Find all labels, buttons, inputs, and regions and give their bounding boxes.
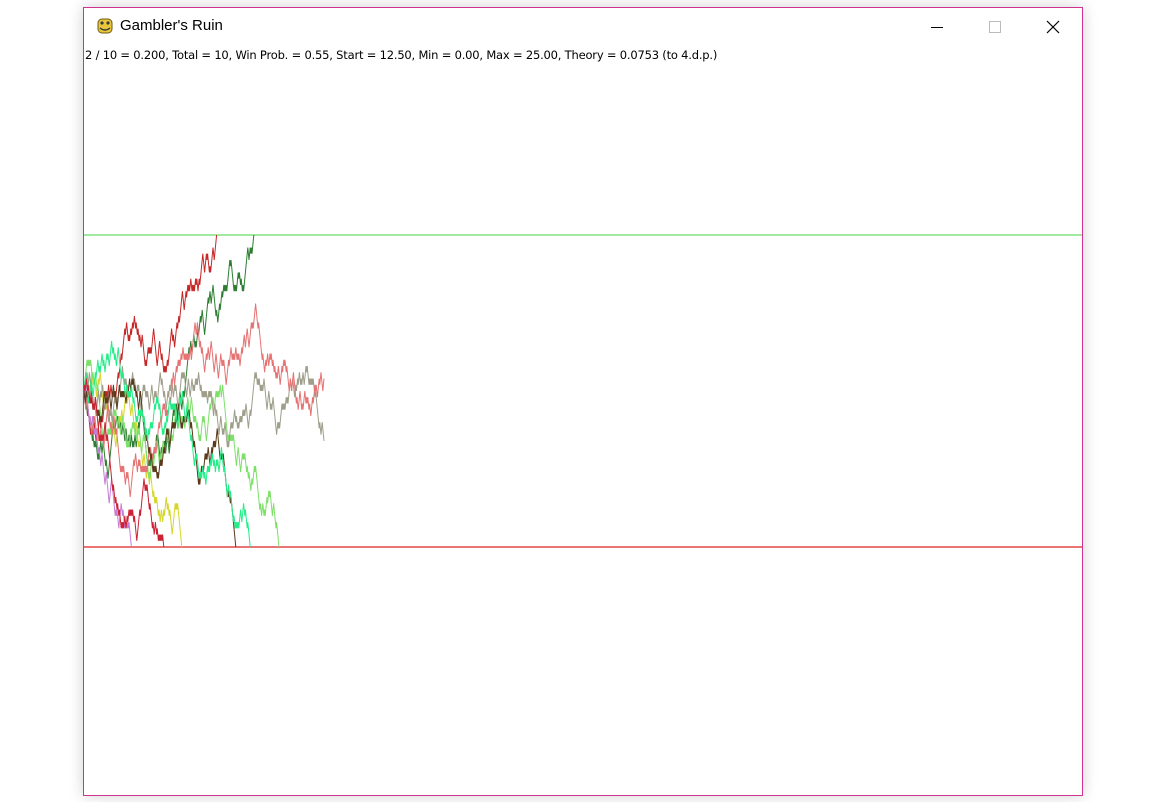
walk-path xyxy=(84,303,325,498)
stats-readout: 2 / 10 = 0.200, Total = 10, Win Prob. = … xyxy=(85,48,718,62)
walk-path xyxy=(84,234,218,441)
close-icon xyxy=(1046,20,1060,34)
walk-plot xyxy=(84,234,1082,548)
walk-path xyxy=(84,384,132,548)
maximize-icon xyxy=(989,21,1001,33)
minimize-button[interactable] xyxy=(908,8,966,46)
walk-path xyxy=(84,359,280,548)
maximize-button[interactable] xyxy=(966,8,1024,46)
walk-path xyxy=(84,378,165,548)
walk-path xyxy=(84,341,251,548)
window-title: Gambler's Ruin xyxy=(120,17,223,34)
python-snake-icon xyxy=(97,18,113,34)
walk-path xyxy=(84,372,183,548)
app-window: Gambler's Ruin 2 / 10 = 0.200, Total = 1… xyxy=(83,7,1083,796)
title-bar[interactable]: Gambler's Ruin xyxy=(84,8,1082,46)
close-button[interactable] xyxy=(1024,8,1082,46)
minimize-icon xyxy=(931,27,943,28)
